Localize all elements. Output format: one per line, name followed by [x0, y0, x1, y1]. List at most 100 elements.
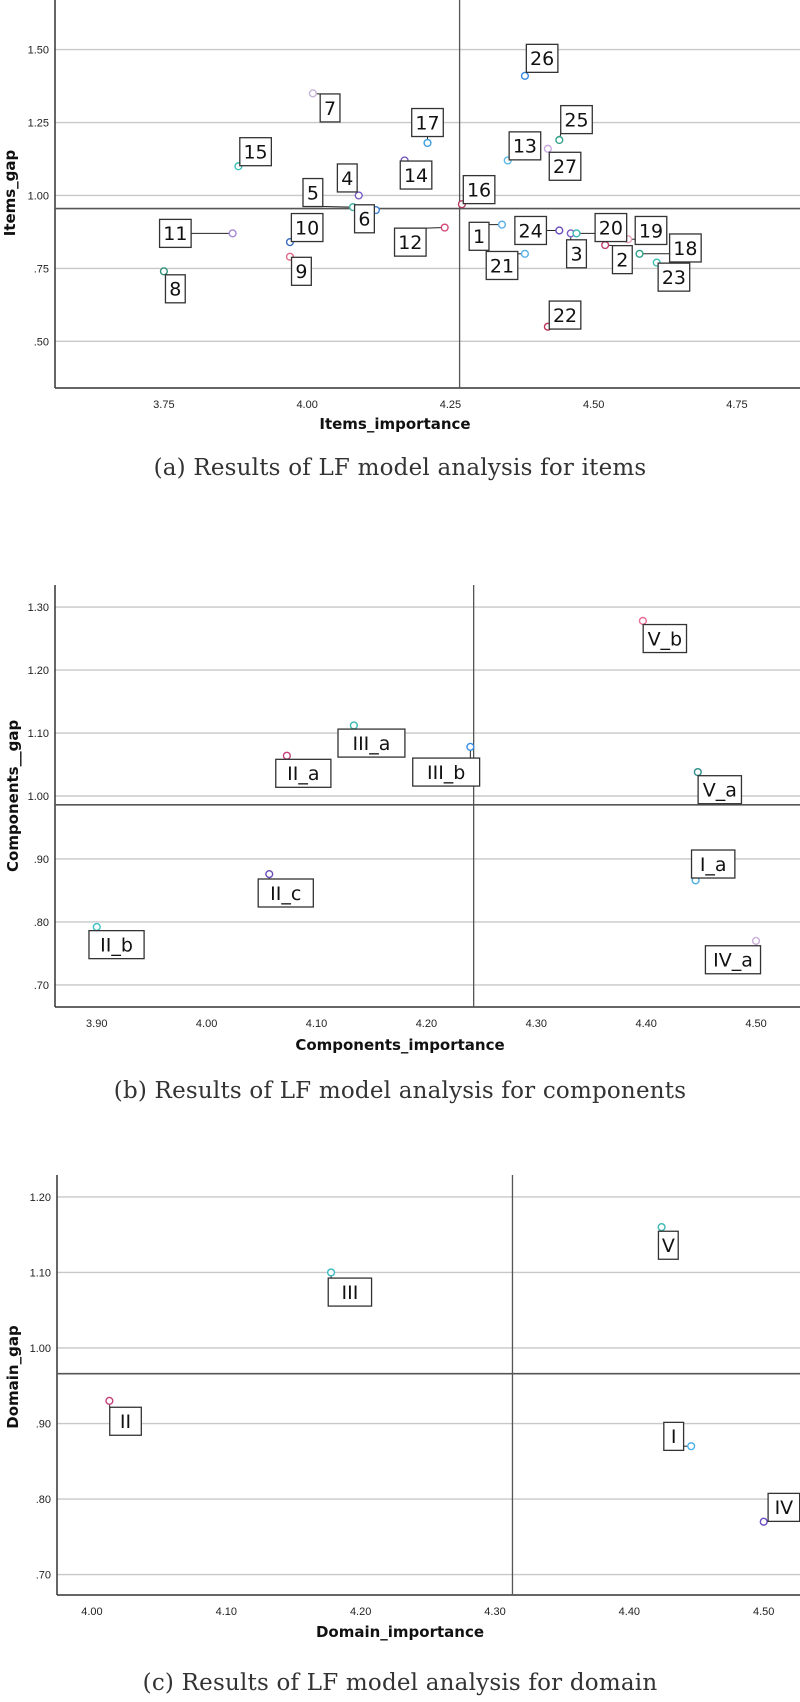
point-label-box	[634, 215, 668, 246]
data-point: 20	[572, 212, 628, 243]
point-label-box	[275, 758, 332, 788]
point-label: 3	[570, 244, 582, 266]
point-marker	[543, 144, 552, 153]
x-tick-label: 4.00	[296, 399, 317, 411]
point-marker	[555, 135, 564, 145]
scatter-plot-items: .50.751.001.251.503.75 4.00 4.25 4.50 4.7512…	[28, 0, 800, 411]
point-label: III_b	[427, 762, 465, 784]
x-tick-label: 4.75	[726, 399, 747, 411]
point-label: III_a	[352, 733, 390, 755]
point-marker	[354, 191, 363, 200]
point-label-box	[319, 93, 341, 123]
point-marker	[520, 71, 530, 80]
data-point: 15	[234, 137, 273, 171]
point-label-box	[642, 623, 688, 654]
x-axis-label-components: Components_importance	[295, 1036, 505, 1054]
x-tick-label: 4.50	[745, 1018, 766, 1030]
point-label-box	[88, 929, 145, 960]
point-label: 26	[530, 48, 554, 70]
data-point: I_a	[690, 849, 736, 885]
data-point: 26	[520, 43, 559, 80]
point-marker	[657, 1223, 666, 1232]
chart-panel-items: .50.75 1.00 1.25 1.50 3.75 4.00 4.25 4.50 4.75 1 2…	[0, 0, 800, 500]
data-point: 17	[411, 107, 444, 148]
data-point: IV_a	[704, 936, 762, 975]
point-label: 14	[404, 165, 428, 187]
x-tick-label: 3.90	[86, 1018, 107, 1030]
data-point: V_b	[638, 616, 688, 654]
point-label: V	[662, 1235, 675, 1257]
y-tick-label: 1.20	[30, 1192, 51, 1204]
data-point: 16	[457, 174, 496, 209]
point-marker	[497, 220, 507, 229]
point-label-box	[548, 151, 582, 181]
point-label-box	[697, 775, 743, 805]
caption-items: (a) Results of LF model analysis for ite…	[153, 455, 647, 481]
data-point: V_a	[693, 767, 743, 805]
point-label-box	[412, 757, 481, 787]
x-tick-label: 4.40	[619, 1606, 640, 1618]
y-tick-label: 1.10	[30, 1267, 51, 1279]
y-tick-label: .80	[34, 917, 49, 929]
data-point: III	[326, 1268, 373, 1307]
data-point: II_b	[88, 922, 145, 960]
y-tick-label: .70	[34, 980, 49, 992]
point-label-box	[668, 233, 702, 263]
y-tick-label: .90	[34, 854, 49, 866]
data-point: III_a	[337, 721, 406, 758]
point-label: V_a	[703, 780, 737, 802]
y-tick-label: 1.10	[28, 728, 49, 740]
point-label: IV	[775, 1497, 794, 1519]
point-label-box	[485, 250, 519, 281]
point-marker	[466, 742, 475, 751]
point-label-box	[657, 1230, 679, 1260]
point-label-box	[353, 204, 376, 234]
point-label: 9	[295, 261, 307, 283]
data-point: 9	[285, 252, 312, 286]
point-label: 18	[673, 238, 697, 260]
data-point: 27	[543, 144, 582, 181]
chart-panel-components: .70 .80 .90 1.00 1.10 1.20 1.30 3.90 4.00 4.10 4.2…	[4, 585, 800, 1104]
point-label: V_b	[648, 628, 683, 650]
x-tick-label: 4.20	[350, 1606, 371, 1618]
point-label-box	[611, 244, 633, 275]
x-tick-label: 4.50	[583, 399, 604, 411]
point-marker	[105, 1396, 114, 1405]
x-tick-label: 4.30	[526, 1018, 547, 1030]
point-marker	[687, 1442, 696, 1451]
y-tick-label: 1.00	[28, 190, 49, 202]
point-label-box	[508, 131, 542, 161]
point-label-box	[525, 43, 559, 73]
point-marker	[751, 936, 761, 945]
point-label: 2	[616, 249, 628, 271]
point-label: 15	[243, 142, 267, 164]
data-point: IV	[759, 1492, 800, 1526]
x-tick-label: 4.20	[416, 1018, 437, 1030]
scatter-plot-components: .70 .80 .90 1.00 1.10 1.20 1.30 3.90 4.00 4.10 4.2…	[28, 585, 800, 1030]
point-label: 4	[341, 168, 353, 190]
leader-line	[322, 206, 354, 208]
point-marker	[572, 229, 581, 238]
caption-components: (b) Results of LF model analysis for com…	[113, 1078, 687, 1104]
point-label: IV_a	[713, 950, 753, 972]
point-label-box	[257, 878, 314, 908]
point-label: 27	[553, 156, 577, 178]
x-tick-label: 4.25	[440, 399, 461, 411]
point-label: 16	[467, 179, 491, 201]
point-label-box	[657, 262, 691, 292]
y-tick-label: .75	[34, 263, 49, 275]
point-label: 5	[307, 182, 319, 204]
point-label: I	[671, 1426, 677, 1448]
data-point: 10	[285, 212, 324, 247]
point-label-box	[767, 1492, 800, 1523]
y-tick-label: 1.25	[28, 118, 49, 130]
x-tick-label: 4.10	[306, 1018, 327, 1030]
y-tick-label: .90	[36, 1419, 51, 1431]
data-point: 11	[158, 218, 237, 249]
y-tick-label: .70	[36, 1570, 51, 1582]
y-tick-label: .80	[36, 1494, 51, 1506]
point-label: 20	[599, 217, 623, 239]
y-tick-label: 1.00	[30, 1343, 51, 1355]
point-label-box	[302, 177, 324, 208]
point-marker	[635, 249, 644, 258]
